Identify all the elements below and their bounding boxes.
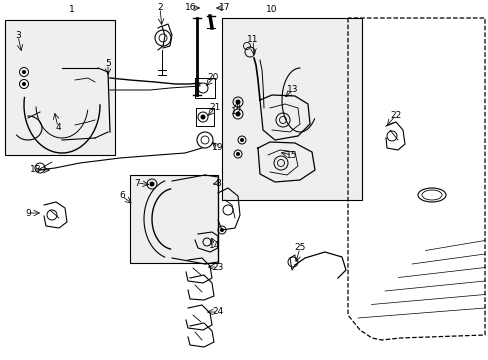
Text: 8: 8 xyxy=(215,179,221,188)
Text: 13: 13 xyxy=(286,85,298,94)
Circle shape xyxy=(235,99,240,104)
Circle shape xyxy=(235,112,240,117)
Circle shape xyxy=(200,114,205,120)
Text: 25: 25 xyxy=(294,243,305,252)
Text: 16: 16 xyxy=(185,4,196,13)
Text: 22: 22 xyxy=(389,111,401,120)
Text: 18: 18 xyxy=(30,166,41,175)
Circle shape xyxy=(22,70,26,74)
Text: 2: 2 xyxy=(157,4,163,13)
Text: 21: 21 xyxy=(209,104,220,112)
Text: 14: 14 xyxy=(209,240,220,249)
Text: 5: 5 xyxy=(105,59,111,68)
Text: 17: 17 xyxy=(219,4,230,13)
Text: 1: 1 xyxy=(69,5,75,14)
Text: 24: 24 xyxy=(212,307,223,316)
Circle shape xyxy=(220,228,224,232)
Circle shape xyxy=(22,82,26,86)
Text: 23: 23 xyxy=(212,262,223,271)
Text: 19: 19 xyxy=(212,144,224,153)
Circle shape xyxy=(149,181,154,186)
Circle shape xyxy=(236,152,240,156)
Text: 11: 11 xyxy=(247,36,258,45)
Text: 10: 10 xyxy=(265,5,277,14)
Text: 20: 20 xyxy=(207,73,218,82)
Text: 7: 7 xyxy=(134,179,140,188)
Text: 4: 4 xyxy=(55,122,61,131)
Bar xyxy=(5,20,115,155)
Bar xyxy=(222,18,361,200)
Text: 6: 6 xyxy=(119,192,124,201)
Text: 9: 9 xyxy=(25,208,31,217)
Text: 3: 3 xyxy=(15,31,21,40)
Circle shape xyxy=(240,138,244,142)
Bar xyxy=(130,175,218,263)
Text: 15: 15 xyxy=(285,150,297,159)
Text: 12: 12 xyxy=(231,108,242,117)
